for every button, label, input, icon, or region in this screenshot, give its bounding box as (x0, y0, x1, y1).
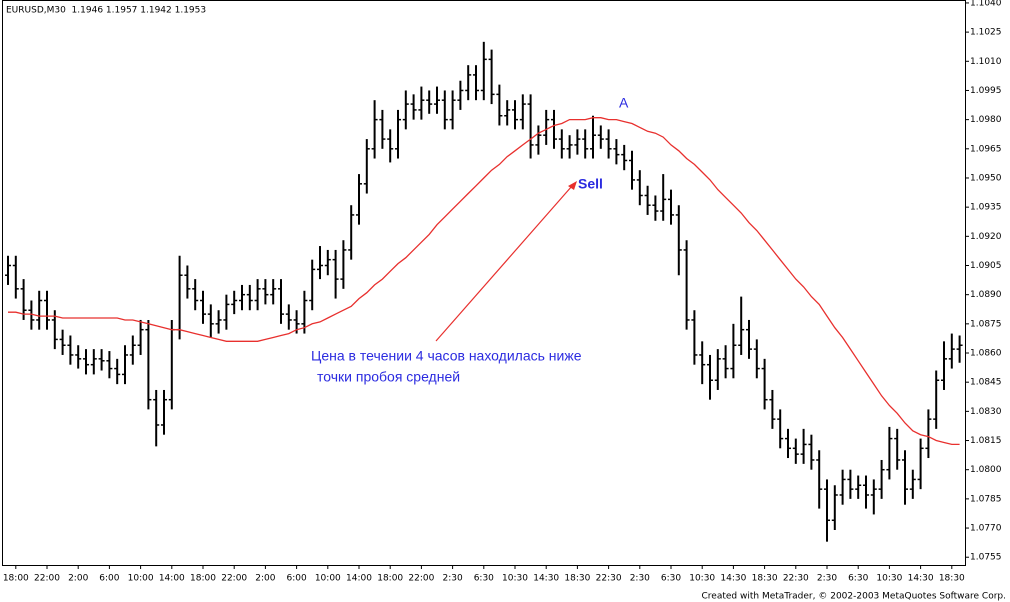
y-tick-label: 1.0890 (970, 290, 1002, 300)
x-tick-label: 2:00 (68, 574, 88, 584)
y-tick-label: 1.0770 (970, 524, 1002, 534)
x-tick-label: 14:00 (346, 574, 372, 584)
x-tick-label: 10:00 (128, 574, 154, 584)
arrow-line (435, 185, 573, 342)
x-tick-label: 18:30 (939, 574, 965, 584)
x-tick-label: 2:00 (255, 574, 275, 584)
x-tick-label: 14:30 (720, 574, 746, 584)
y-tick-label: 1.0980 (970, 115, 1002, 125)
y-tick-label: 1.1010 (970, 57, 1002, 67)
y-tick-label: 1.0920 (970, 232, 1002, 242)
moving-average (8, 117, 960, 446)
x-tick-label: 18:00 (3, 574, 29, 584)
x-tick-label: 6:30 (474, 574, 494, 584)
y-tick-label: 1.0785 (970, 494, 1002, 504)
chart-header: EURUSD,M30 1.1946 1.1957 1.1942 1.1953 (6, 6, 206, 16)
marks (5, 41, 963, 542)
x-tick-label: 22:00 (34, 574, 60, 584)
x-tick-label: 10:30 (876, 574, 902, 584)
x-tick-label: 6:30 (848, 574, 868, 584)
annotation: точки пробоя средней (317, 369, 460, 385)
x-tick-label: 18:30 (752, 574, 778, 584)
y-tick-label: 1.0845 (970, 378, 1002, 388)
x-tick-label: 14:30 (908, 574, 934, 584)
x-tick-label: 6:00 (99, 574, 119, 584)
x-tick-label: 22:30 (783, 574, 809, 584)
x-tick-label: 6:00 (286, 574, 306, 584)
x-tick-label: 2:30 (817, 574, 837, 584)
x-tick-label: 14:00 (159, 574, 185, 584)
annotation-layer: A Sell Цена в течении 4 часов находилась… (311, 95, 629, 385)
annotation: Sell (578, 176, 603, 192)
y-tick-label: 1.0995 (970, 86, 1002, 96)
annotation: A (619, 95, 629, 111)
x-tick-label: 18:00 (377, 574, 403, 584)
annotation: Цена в течении 4 часов находилась ниже (311, 348, 582, 364)
x-tick-label: 18:30 (564, 574, 590, 584)
x-tick-label: 22:00 (408, 574, 434, 584)
x-tick-label: 10:00 (315, 574, 341, 584)
y-tick-label: 1.0800 (970, 465, 1002, 475)
y-tick-label: 1.0755 (970, 553, 1002, 563)
x-tick-label: 18:00 (190, 574, 216, 584)
y-tick-label: 1.0905 (970, 261, 1002, 271)
x-tick-label: 22:30 (596, 574, 622, 584)
arrow-head (568, 181, 577, 190)
x-tick-label: 2:30 (442, 574, 462, 584)
x-tick-label: 10:30 (502, 574, 528, 584)
y-tick-label: 1.0875 (970, 319, 1002, 329)
x-tick-label: 2:30 (630, 574, 650, 584)
y-tick-label: 1.0965 (970, 144, 1002, 154)
y-tick-label: 1.0950 (970, 173, 1002, 183)
y-tick-label: 1.0860 (970, 349, 1002, 359)
y-tick-label: 1.1025 (970, 28, 1002, 38)
y-tick-label: 1.1040 (970, 0, 1002, 8)
y-tick-label: 1.0830 (970, 407, 1002, 417)
x-tick-label: 10:30 (689, 574, 715, 584)
x-tick-label: 14:30 (533, 574, 559, 584)
x-tick-label: 22:00 (221, 574, 247, 584)
footer: Created with MetaTrader, © 2002-2003 Met… (702, 592, 1006, 602)
x-tick-label: 6:30 (661, 574, 681, 584)
y-tick-label: 1.0815 (970, 436, 1002, 446)
y-tick-label: 1.0935 (970, 203, 1002, 213)
